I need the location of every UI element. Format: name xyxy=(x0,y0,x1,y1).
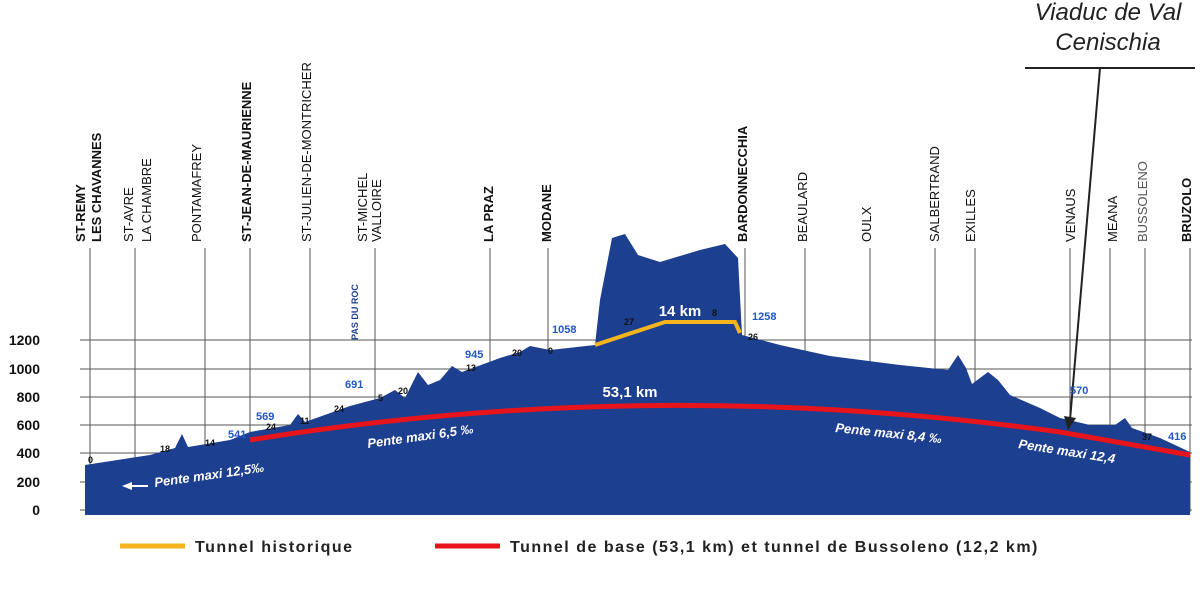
station-label: SALBERTRAND xyxy=(927,146,942,242)
altitude-label: 945 xyxy=(465,349,483,361)
altitude-label: 27 xyxy=(624,317,634,327)
altitude-label: 8 xyxy=(712,308,717,318)
station-label: LA PRAZ xyxy=(481,186,496,242)
axis-label: 800 xyxy=(17,389,41,405)
station-label: BEAULARD xyxy=(795,172,810,242)
altitude-label: 541 xyxy=(228,429,246,441)
altitude-label: 20 xyxy=(398,386,408,396)
base-tunnel xyxy=(249,402,1191,458)
pass-label: PAS DU ROC xyxy=(350,284,360,340)
station-label: BRUZOLO xyxy=(1179,178,1194,242)
altitude-label: 18 xyxy=(160,444,170,454)
altitude-label: 13 xyxy=(466,363,476,373)
station-label: ST-MICHEL xyxy=(355,173,370,242)
tunnel-length: 14 km xyxy=(659,303,702,320)
direction-arrow xyxy=(122,482,132,490)
axis-label: 400 xyxy=(17,445,41,461)
historic-tunnel xyxy=(594,320,742,347)
axis-label: 200 xyxy=(17,474,41,490)
altitude-label: 24 xyxy=(266,422,276,432)
station-label: OULX xyxy=(859,206,874,242)
station-label: MEANA xyxy=(1105,195,1120,242)
station-label: BARDONNECCHIA xyxy=(735,125,750,242)
altitude-label: 0 xyxy=(548,346,553,356)
station-label: VENAUS xyxy=(1063,188,1078,242)
terrain xyxy=(85,234,1190,515)
station-label: VALLOIRE xyxy=(369,179,384,242)
station-label: LES CHAVANNES xyxy=(89,132,104,242)
altitude-label: 20 xyxy=(512,348,522,358)
altitude-label: 691 xyxy=(345,379,363,391)
station-label: ST-AVRE xyxy=(121,187,136,242)
station-label: LA CHAMBRE xyxy=(139,158,154,242)
callout-pointer xyxy=(1069,67,1101,421)
axis-label: 600 xyxy=(17,417,41,433)
station-label: MODANE xyxy=(539,184,554,242)
station-label: ST-JULIEN-DE-MONTRICHER xyxy=(299,62,314,242)
altitude-label: 26 xyxy=(748,332,758,342)
station-label: ST-REMY xyxy=(73,184,88,242)
altitude-label: 569 xyxy=(256,411,274,423)
altitude-label: 24 xyxy=(334,404,344,414)
altitude-label: 5 xyxy=(378,393,383,403)
station-label: BUSSOLENO xyxy=(1135,161,1150,242)
station-label: EXILLES xyxy=(963,189,978,242)
tunnel-length: 53,1 km xyxy=(602,384,657,401)
altitude-label: 1058 xyxy=(552,324,576,336)
callout-text: Cenischia xyxy=(1055,29,1160,56)
axis-label: 1200 xyxy=(9,332,40,348)
legend-label: Tunnel de base (53,1 km) et tunnel de Bu… xyxy=(510,539,1039,556)
altitude-label: 1258 xyxy=(752,311,776,323)
legend-label: Tunnel historique xyxy=(195,539,354,556)
altitude-label: 0 xyxy=(88,455,93,465)
altitude-label: 14 xyxy=(205,438,215,448)
callout-text: Viaduc de Val xyxy=(1035,0,1182,26)
altitude-label: 416 xyxy=(1168,431,1186,443)
station-label: ST-JEAN-DE-MAURIENNE xyxy=(239,81,254,242)
altitude-label: 37 xyxy=(1142,432,1152,442)
altitude-label: 570 xyxy=(1070,385,1088,397)
callout-arrowhead xyxy=(1064,416,1076,430)
station-label: PONTAMAFREY xyxy=(189,144,204,242)
axis-label: 1000 xyxy=(9,361,40,377)
axis-label: 0 xyxy=(32,502,40,518)
altitude-label: 11 xyxy=(300,416,310,426)
